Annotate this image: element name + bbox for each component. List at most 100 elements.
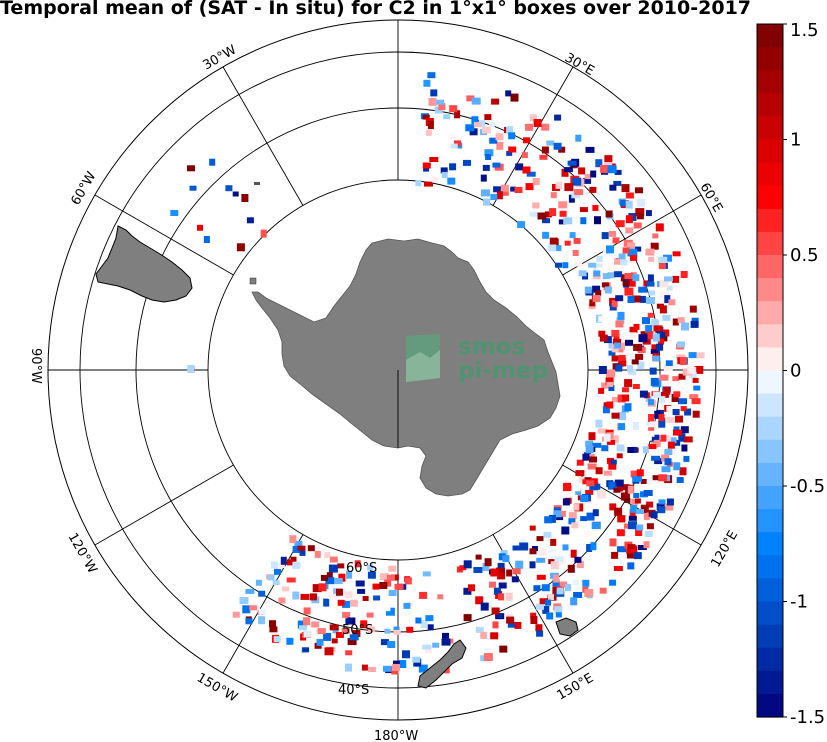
data-box <box>422 162 431 169</box>
data-box <box>594 216 601 225</box>
data-box <box>379 582 388 589</box>
data-box <box>269 626 278 633</box>
data-box <box>536 574 546 580</box>
data-box <box>422 114 430 120</box>
data-box <box>282 586 290 592</box>
data-box <box>312 584 322 593</box>
data-box <box>402 650 410 659</box>
data-box <box>610 459 617 465</box>
data-box <box>601 282 609 288</box>
data-box <box>590 542 597 551</box>
data-box <box>625 200 633 209</box>
data-box <box>657 314 665 321</box>
data-box <box>498 553 506 561</box>
colorbar-step <box>757 578 783 603</box>
data-box <box>425 129 432 136</box>
data-box <box>334 578 343 585</box>
data-box <box>645 248 655 256</box>
data-box <box>588 262 597 268</box>
tasmania-land <box>555 617 579 637</box>
watermark-pimep: pi-mep <box>458 358 548 384</box>
data-box <box>637 361 645 370</box>
data-box <box>530 616 538 624</box>
data-box <box>606 457 614 464</box>
data-box <box>646 523 654 530</box>
data-box <box>329 556 338 563</box>
data-box <box>496 141 504 150</box>
data-box <box>645 210 652 217</box>
data-box <box>517 221 526 229</box>
data-box <box>632 295 641 303</box>
data-box <box>459 565 467 571</box>
data-box <box>525 123 533 131</box>
data-box <box>655 223 664 232</box>
data-box <box>604 286 612 294</box>
data-box <box>648 290 656 296</box>
data-box <box>572 177 582 186</box>
data-box <box>624 379 633 388</box>
data-box <box>586 512 595 521</box>
data-box <box>573 579 579 586</box>
data-box <box>232 611 240 618</box>
data-box <box>525 183 534 191</box>
data-box <box>643 490 653 496</box>
data-box <box>624 403 632 412</box>
data-box <box>299 625 307 631</box>
data-box <box>621 184 630 193</box>
data-box <box>427 72 436 79</box>
data-box <box>260 229 267 238</box>
data-box <box>646 281 655 287</box>
data-box <box>489 121 495 127</box>
data-box <box>582 453 590 461</box>
data-box <box>658 256 668 263</box>
colorbar-step <box>757 47 783 71</box>
data-box <box>529 211 538 217</box>
data-box <box>585 445 594 454</box>
data-box <box>689 305 697 313</box>
data-box <box>267 574 275 581</box>
data-box <box>337 563 345 569</box>
data-box <box>648 427 655 433</box>
data-box <box>593 263 603 271</box>
data-box <box>548 514 556 523</box>
data-box <box>420 620 428 629</box>
data-box <box>643 541 650 549</box>
data-box <box>658 331 666 338</box>
data-box <box>602 406 610 414</box>
data-box <box>489 581 496 588</box>
data-box <box>645 325 653 334</box>
colorbar-step <box>757 416 783 441</box>
data-box <box>627 296 635 303</box>
data-box <box>273 636 281 643</box>
data-box <box>599 334 608 342</box>
data-box <box>550 238 559 246</box>
data-box <box>352 630 361 637</box>
data-box <box>497 572 506 580</box>
data-box <box>609 184 617 191</box>
data-box <box>355 580 365 587</box>
data-box <box>614 507 623 516</box>
data-box <box>539 598 548 605</box>
data-box <box>403 602 411 609</box>
island <box>249 277 257 285</box>
data-box <box>508 132 516 140</box>
data-box <box>536 630 544 637</box>
data-box <box>357 588 366 594</box>
data-box <box>584 589 594 597</box>
data-box <box>650 511 658 519</box>
colorbar-tick-label: 0 <box>790 361 801 382</box>
data-box <box>297 620 307 629</box>
data-box <box>614 258 621 265</box>
data-box <box>536 557 546 563</box>
data-box <box>624 287 634 296</box>
data-box <box>483 198 491 206</box>
data-box <box>574 556 582 563</box>
data-box <box>542 218 550 224</box>
data-box <box>579 207 588 213</box>
data-box <box>683 455 690 462</box>
data-box <box>634 498 641 504</box>
data-box <box>571 522 579 529</box>
data-box <box>530 612 537 619</box>
data-box <box>574 261 583 267</box>
data-box <box>601 269 610 275</box>
